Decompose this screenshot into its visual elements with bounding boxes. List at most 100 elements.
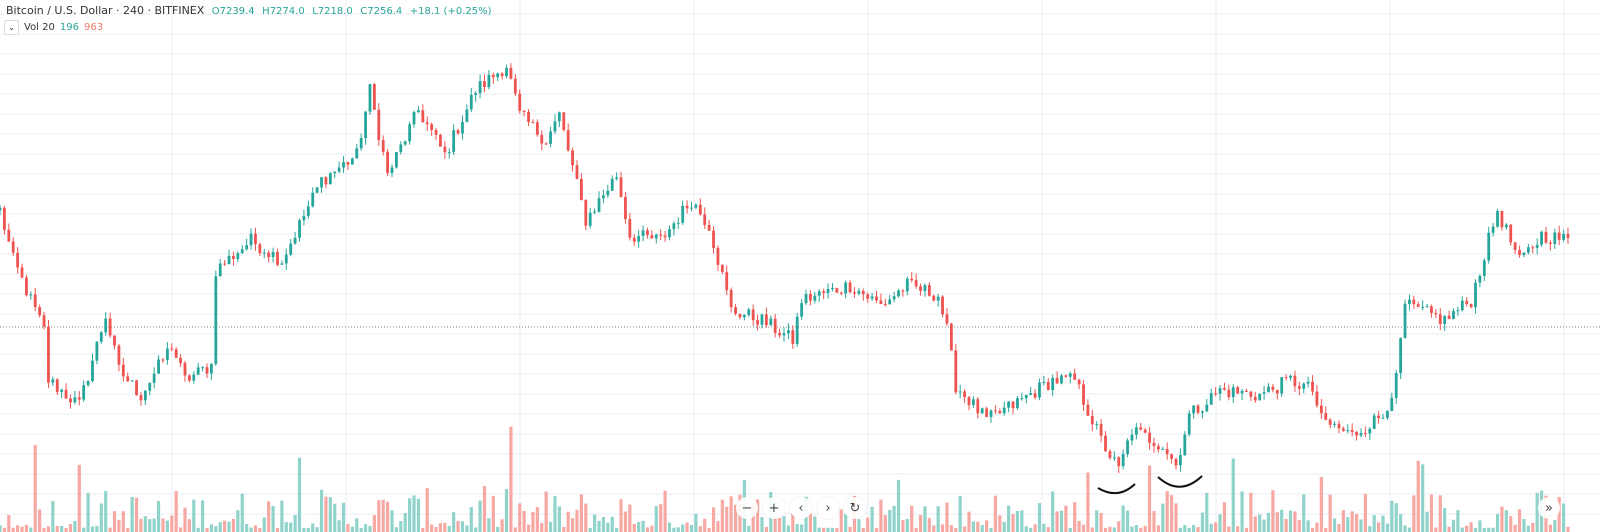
- candle-body: [69, 398, 72, 403]
- candle-body: [1447, 315, 1451, 320]
- candle-body: [135, 380, 138, 396]
- volume-bar: [1491, 527, 1495, 532]
- candle-body: [1271, 386, 1275, 390]
- volume-bar: [619, 499, 623, 532]
- volume-bar: [293, 514, 297, 532]
- volume-bar: [1258, 514, 1262, 532]
- volume-bar: [711, 507, 716, 532]
- candle-body: [949, 323, 953, 351]
- volume-bar: [1059, 510, 1064, 532]
- volume-bar: [1033, 524, 1037, 532]
- volume-bar: [38, 509, 42, 532]
- candle-body: [77, 397, 81, 400]
- volume-bar: [434, 527, 438, 532]
- volume-bar: [1051, 491, 1055, 532]
- volume-bar: [725, 506, 729, 532]
- volume-bar: [830, 527, 835, 532]
- candle-body: [791, 330, 795, 344]
- reset-chart-button[interactable]: ↻: [844, 497, 866, 519]
- volume-bar: [707, 527, 711, 532]
- volume-bar: [1011, 514, 1015, 532]
- volume-bar: [187, 519, 191, 532]
- candle-body: [562, 112, 566, 131]
- volume-bar: [315, 527, 319, 532]
- volume-bar: [152, 518, 156, 532]
- go-to-latest-button[interactable]: »: [1538, 497, 1560, 519]
- volume-bar: [623, 511, 628, 532]
- candle-body: [747, 309, 751, 315]
- candle-body: [892, 296, 896, 300]
- candle-body: [782, 333, 786, 336]
- candle-body: [1152, 442, 1156, 447]
- candle-body: [306, 206, 310, 217]
- candle-body: [584, 199, 588, 226]
- candle-body: [491, 74, 495, 78]
- volume-bar: [1522, 518, 1526, 532]
- candle-body: [47, 326, 50, 383]
- scroll-right-button[interactable]: ›: [817, 497, 839, 519]
- candle-body: [1496, 211, 1499, 227]
- volume-bar: [1425, 511, 1429, 532]
- candle-body: [1500, 211, 1504, 228]
- candle-body: [55, 379, 59, 392]
- volume-bar: [183, 507, 187, 532]
- candle-body: [1249, 391, 1253, 397]
- volume-bar: [566, 511, 570, 532]
- candle-body: [104, 318, 108, 333]
- candle-body: [461, 121, 464, 134]
- volume-bar: [11, 527, 15, 532]
- candle-body: [161, 359, 165, 361]
- symbol-title[interactable]: Bitcoin / U.S. Dollar · 240 · BITFINEX: [6, 4, 205, 17]
- candle-body: [483, 81, 486, 88]
- candle-body: [831, 287, 834, 290]
- volume-bar: [606, 522, 610, 532]
- candle-body: [967, 397, 971, 406]
- candle-body: [500, 73, 504, 77]
- volume-bar: [848, 526, 852, 532]
- candle-body: [1192, 405, 1196, 414]
- volume-bar: [350, 526, 354, 532]
- candle-body: [1438, 314, 1442, 325]
- zoom-out-button[interactable]: −: [736, 497, 758, 519]
- volume-bar: [148, 519, 152, 532]
- volume-bar: [1280, 509, 1284, 532]
- volume-bar: [24, 524, 29, 532]
- volume-bar: [1359, 519, 1363, 532]
- volume-bar: [1434, 527, 1438, 532]
- volume-bar: [548, 521, 553, 532]
- candle-body: [1421, 306, 1425, 308]
- volume-bar: [896, 479, 901, 532]
- volume-bar: [1183, 525, 1187, 532]
- candle-body: [1126, 440, 1129, 454]
- candle-body: [1346, 430, 1350, 432]
- zoom-in-button[interactable]: +: [763, 497, 785, 519]
- scroll-left-button[interactable]: ‹: [790, 497, 812, 519]
- candle-body: [1333, 423, 1336, 425]
- volume-bar: [1169, 495, 1174, 532]
- volume-bar: [839, 509, 843, 532]
- candle-body: [1425, 306, 1429, 308]
- candle-body: [236, 253, 240, 259]
- volume-bar: [302, 527, 306, 532]
- candle-body: [403, 141, 407, 145]
- candle-body: [958, 391, 962, 393]
- candle-body: [1504, 224, 1508, 228]
- candle-body: [1434, 312, 1438, 315]
- volume-bar: [1346, 517, 1350, 532]
- candle-body: [853, 292, 856, 294]
- volume-bar: [562, 526, 566, 532]
- candle-body: [117, 345, 121, 365]
- volume-bar: [1368, 526, 1372, 532]
- volume-bar: [377, 500, 381, 532]
- candle-body: [1174, 458, 1178, 466]
- candle-body: [1223, 388, 1226, 390]
- volume-bar: [892, 505, 896, 532]
- collapse-legend-chevron-icon[interactable]: ⌄: [4, 20, 19, 35]
- ohlc-change: +18.1 (+0.25%): [409, 6, 492, 17]
- volume-bar: [637, 521, 641, 532]
- candle-body: [421, 110, 425, 123]
- volume-bar: [1341, 510, 1345, 532]
- volume-bar: [1473, 527, 1478, 532]
- volume-bar: [1112, 527, 1116, 532]
